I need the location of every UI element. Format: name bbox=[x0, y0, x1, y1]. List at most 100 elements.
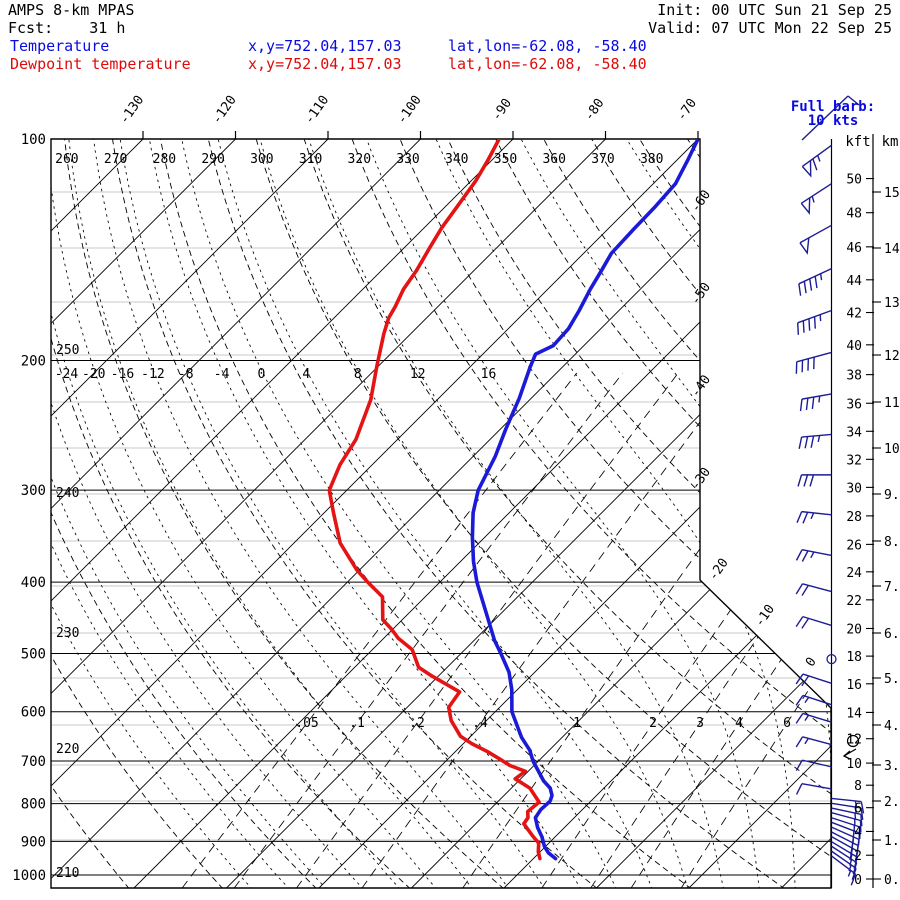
svg-text:250: 250 bbox=[56, 343, 79, 358]
svg-text:100: 100 bbox=[21, 132, 46, 148]
wind-barb bbox=[831, 812, 861, 822]
svg-text:210: 210 bbox=[56, 866, 79, 881]
svg-text:48: 48 bbox=[846, 207, 862, 222]
svg-text:-70: -70 bbox=[674, 96, 700, 124]
svg-text:7.: 7. bbox=[884, 580, 900, 595]
svg-text:310: 310 bbox=[299, 152, 322, 167]
aux-markers bbox=[842, 734, 860, 760]
svg-text:220: 220 bbox=[56, 742, 79, 757]
svg-text:26: 26 bbox=[846, 538, 862, 553]
svg-text:500: 500 bbox=[21, 646, 46, 662]
svg-text:12: 12 bbox=[846, 733, 862, 748]
svg-text:.1: .1 bbox=[349, 716, 365, 731]
svg-text:-110: -110 bbox=[302, 93, 332, 127]
svg-text:-120: -120 bbox=[210, 93, 240, 127]
svg-text:0: 0 bbox=[257, 367, 265, 382]
svg-text:40: 40 bbox=[846, 339, 862, 354]
svg-text:-90: -90 bbox=[489, 96, 515, 124]
wind-barb bbox=[802, 736, 832, 746]
wind-barb bbox=[831, 831, 859, 847]
wind-barb bbox=[831, 845, 858, 864]
svg-text:900: 900 bbox=[21, 834, 46, 850]
wind-barb bbox=[831, 807, 861, 815]
svg-text:1: 1 bbox=[573, 716, 581, 731]
svg-text:5.: 5. bbox=[884, 672, 900, 687]
svg-text:-8: -8 bbox=[178, 367, 194, 382]
svg-text:13.: 13. bbox=[884, 296, 900, 311]
wind-barb bbox=[800, 183, 832, 204]
wind-barb bbox=[801, 144, 832, 168]
wind-barb bbox=[801, 549, 832, 557]
svg-text:kft: kft bbox=[845, 134, 870, 150]
temperature-latlon: lat,lon=-62.08, -58.40 bbox=[448, 37, 647, 55]
svg-text:380: 380 bbox=[640, 152, 663, 167]
svg-text:230: 230 bbox=[56, 626, 79, 641]
svg-text:14.: 14. bbox=[884, 242, 900, 257]
wind-barb bbox=[831, 797, 862, 803]
wind-barb bbox=[801, 783, 832, 790]
svg-text:4: 4 bbox=[735, 716, 743, 731]
svg-text:28: 28 bbox=[846, 510, 862, 525]
svg-text:-30: -30 bbox=[688, 465, 714, 493]
svg-text:4: 4 bbox=[302, 367, 310, 382]
height-gridlines bbox=[51, 191, 831, 841]
dry-adiabats bbox=[51, 139, 831, 888]
dewpoint-curve bbox=[327, 139, 542, 861]
temperature-curve bbox=[470, 139, 700, 861]
svg-text:46: 46 bbox=[846, 241, 862, 256]
svg-text:2.: 2. bbox=[884, 795, 900, 810]
svg-text:370: 370 bbox=[591, 152, 614, 167]
svg-text:20: 20 bbox=[846, 622, 862, 637]
svg-text:12.: 12. bbox=[884, 349, 900, 364]
svg-text:km: km bbox=[882, 134, 899, 150]
wind-barbs bbox=[795, 95, 865, 886]
full-barb-legend-line1: Full barb: bbox=[790, 99, 876, 115]
wind-barb bbox=[831, 841, 858, 858]
wind-barb bbox=[831, 855, 856, 875]
svg-text:50: 50 bbox=[846, 173, 862, 188]
wind-barb bbox=[802, 694, 832, 706]
wind-barb bbox=[802, 673, 832, 684]
svg-text:240: 240 bbox=[56, 486, 79, 501]
svg-text:38: 38 bbox=[846, 369, 862, 384]
svg-text:0: 0 bbox=[854, 873, 862, 888]
svg-text:340: 340 bbox=[445, 152, 468, 167]
plot-border bbox=[50, 138, 833, 889]
svg-text:3.: 3. bbox=[884, 759, 900, 774]
svg-text:-10: -10 bbox=[752, 602, 778, 630]
dewpoint-latlon: lat,lon=-62.08, -58.40 bbox=[448, 55, 647, 73]
wind-barb bbox=[831, 821, 860, 834]
svg-text:.05: .05 bbox=[295, 716, 318, 731]
svg-text:290: 290 bbox=[201, 152, 224, 167]
svg-text:-100: -100 bbox=[395, 93, 425, 127]
svg-text:9.: 9. bbox=[884, 488, 900, 503]
svg-text:2: 2 bbox=[854, 849, 862, 864]
svg-text:-20: -20 bbox=[706, 556, 732, 584]
legend-barb-tick bbox=[847, 95, 860, 106]
legend-barb-staff bbox=[801, 95, 849, 141]
svg-text:-130: -130 bbox=[117, 93, 147, 127]
wind-barb bbox=[831, 817, 861, 828]
dewpoint-legend-label: Dewpoint temperature bbox=[10, 55, 191, 73]
wind-barb bbox=[799, 224, 832, 244]
wind-barb bbox=[802, 583, 832, 593]
svg-text:11.: 11. bbox=[884, 396, 900, 411]
svg-text:320: 320 bbox=[348, 152, 371, 167]
forecast-hour: Fcst: 31 h bbox=[8, 19, 126, 37]
svg-text:32: 32 bbox=[846, 453, 862, 468]
wind-barb bbox=[801, 393, 832, 400]
svg-text:260: 260 bbox=[55, 152, 78, 167]
svg-text:270: 270 bbox=[104, 152, 127, 167]
full-barb-legend-line2: 10 kts bbox=[807, 113, 859, 129]
svg-text:12: 12 bbox=[410, 367, 426, 382]
full-barb-legend: Full barb: 10 kts bbox=[758, 100, 900, 128]
wind-barb bbox=[831, 850, 857, 869]
isotherm-lines bbox=[51, 139, 831, 888]
svg-text:36: 36 bbox=[846, 397, 862, 412]
temperature-xy: x,y=752.04,157.03 bbox=[248, 37, 402, 55]
svg-text:22: 22 bbox=[846, 594, 862, 609]
svg-text:-4: -4 bbox=[214, 367, 230, 382]
wind-barb bbox=[802, 615, 832, 627]
